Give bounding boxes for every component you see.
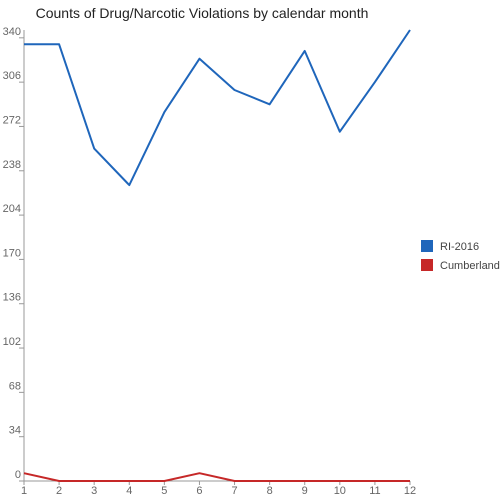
y-tick-label: 102 [3, 336, 21, 348]
legend: RI-2016 Cumberland [421, 240, 500, 272]
x-tick-label: 4 [126, 485, 132, 497]
x-axis: 1 2 3 4 5 6 7 8 9 10 11 12 [21, 480, 416, 497]
series-lines [23, 29, 411, 482]
y-tick-label: 272 [3, 114, 21, 126]
x-tick-label: 5 [161, 485, 167, 497]
y-tick-label: 170 [3, 247, 21, 259]
x-tick-label: 1 [21, 485, 27, 497]
y-tick-label: 68 [9, 380, 21, 392]
series-line-ri-2016 [24, 29, 411, 187]
x-tick-label: 11 [369, 485, 380, 497]
x-tick-label: 12 [404, 485, 416, 497]
legend-label-ri-2016: RI-2016 [440, 241, 479, 253]
x-tick-label: 8 [267, 485, 273, 497]
y-tick-label: 0 [15, 469, 21, 481]
chart-title: Counts of Drug/Narcotic Violations by ca… [36, 5, 369, 21]
y-axis: 0 34 68 102 136 170 204 238 272 306 340 [3, 26, 25, 482]
y-tick-label: 136 [3, 292, 21, 304]
y-tick-label: 306 [3, 70, 21, 82]
x-tick-label: 9 [302, 485, 308, 497]
y-tick-label: 238 [3, 159, 21, 171]
y-tick-label: 34 [9, 425, 21, 437]
x-tick-label: 6 [196, 485, 202, 497]
y-tick-label: 204 [3, 203, 21, 215]
legend-swatch-cumberland [421, 259, 433, 271]
y-tick-label: 340 [3, 26, 21, 38]
legend-swatch-ri-2016 [421, 240, 433, 252]
x-tick-label: 3 [91, 485, 97, 497]
x-tick-label: 10 [334, 485, 346, 497]
series-line-cumberland [23, 472, 410, 482]
x-tick-label: 2 [56, 485, 62, 497]
x-tick-label: 7 [231, 485, 237, 497]
legend-label-cumberland: Cumberland [440, 260, 500, 272]
